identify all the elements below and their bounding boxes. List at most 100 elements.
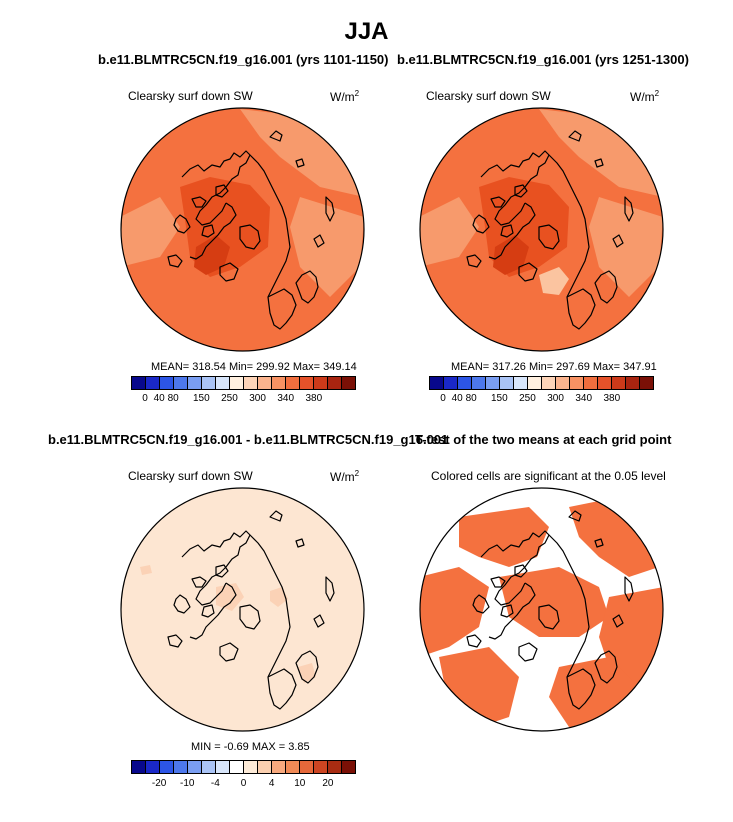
coastline: [594, 538, 604, 548]
contour-region: [539, 109, 663, 197]
colorbar-swatch: [230, 761, 244, 773]
coastline: [500, 224, 514, 238]
coastline: [480, 150, 550, 226]
coastlines: [466, 510, 634, 710]
coastline: [472, 214, 490, 234]
coastline: [189, 202, 237, 260]
panel2-colorbar: [429, 376, 654, 390]
colorbar-tick-label: 250: [519, 393, 536, 404]
colorbar-swatch: [314, 761, 328, 773]
panel2-units: W/m2: [630, 89, 660, 104]
colorbar-tick-label: -4: [210, 778, 220, 789]
coastline: [191, 196, 207, 208]
colorbar-swatch: [258, 377, 272, 389]
colorbar-swatch: [542, 377, 556, 389]
map-border: [419, 487, 664, 732]
colorbar-tick-label: -10: [180, 778, 195, 789]
coastline: [189, 582, 237, 640]
coastline: [624, 576, 634, 602]
significant-cells: [459, 507, 549, 567]
panel2-colorbar-ticks: 0 40 80 150 250 300 340 380: [429, 393, 654, 407]
panel1-stats: MEAN= 318.54 Min= 299.92 Max= 349.14: [151, 361, 357, 373]
coastline: [201, 604, 215, 618]
coastline: [267, 668, 297, 710]
coastline: [173, 594, 191, 614]
colorbar-tick-label: 150: [490, 393, 508, 404]
coastline: [538, 224, 560, 250]
colorbar-swatch: [570, 377, 584, 389]
panel1-polar-map: [120, 107, 365, 352]
coastlines: [167, 510, 335, 710]
colorbar-swatch: [300, 377, 314, 389]
significant-cells: [599, 587, 663, 687]
panel1-title: b.e11.BLMTRC5CN.f19_g16.001 (yrs 1101-11…: [98, 52, 389, 67]
coastline: [249, 534, 291, 678]
colorbar-swatch: [258, 761, 272, 773]
significant-cells: [420, 567, 489, 657]
coastline: [548, 534, 590, 678]
coastline: [313, 234, 325, 248]
contour-region: [493, 235, 529, 275]
colorbar-swatch: [216, 377, 230, 389]
panel4-title: T-test of the two means at each grid poi…: [415, 432, 672, 447]
coastline: [295, 158, 305, 168]
colorbar-swatch: [244, 377, 258, 389]
contour-region: [140, 565, 152, 575]
colorbar-swatch: [188, 377, 202, 389]
coastline: [568, 510, 582, 522]
colorbar-swatch: [500, 377, 514, 389]
colorbar-tick-label: -20: [151, 778, 167, 789]
coastline: [313, 614, 325, 628]
colorbar-tick-label: 340: [575, 393, 593, 404]
colorbar-swatch: [286, 377, 300, 389]
colorbar-swatch: [272, 761, 286, 773]
coastline: [325, 576, 335, 602]
coastline: [594, 270, 618, 304]
colorbar-swatch: [272, 377, 286, 389]
panel2-stats: MEAN= 317.26 Min= 297.69 Max= 347.91: [451, 361, 657, 373]
contour-region: [194, 235, 230, 275]
contour-region: [539, 267, 569, 295]
colorbar-tick-label: 150: [192, 393, 210, 404]
colorbar-swatch: [342, 761, 355, 773]
panel4-polar-map: [419, 487, 664, 732]
coastline: [269, 510, 283, 522]
colorbar-swatch: [612, 377, 626, 389]
coastline: [518, 262, 538, 282]
coastline: [594, 650, 618, 684]
colorbar-swatch: [598, 377, 612, 389]
coastline: [538, 604, 560, 630]
colorbar-tick-label: 4: [268, 778, 275, 789]
coastline: [480, 530, 550, 606]
coastline: [472, 594, 490, 614]
coastline: [295, 270, 319, 304]
panel2-title: b.e11.BLMTRC5CN.f19_g16.001 (yrs 1251-13…: [397, 52, 689, 67]
colorbar-tick-label: 300: [249, 393, 266, 404]
colorbar-swatch: [314, 377, 328, 389]
colorbar-tick-label: 380: [305, 393, 323, 404]
coastline: [249, 154, 291, 298]
coastline: [173, 214, 191, 234]
coastlines: [466, 130, 634, 330]
panel3-units: W/m2: [330, 469, 360, 484]
panel3-subtitle: Clearsky surf down SW: [128, 469, 253, 483]
contour-region: [240, 109, 364, 197]
colorbar-swatch: [230, 377, 244, 389]
coastline: [219, 642, 239, 662]
map-border: [419, 107, 664, 352]
colorbar-swatch: [584, 377, 598, 389]
coastline: [488, 582, 536, 640]
colorbar-tick-label: 80: [465, 393, 477, 404]
coastline: [239, 224, 261, 250]
colorbar-swatch: [188, 761, 202, 773]
colorbar-tick-label: 300: [547, 393, 564, 404]
colorbar-swatch: [174, 377, 188, 389]
coastline: [566, 288, 596, 330]
coastline: [295, 538, 305, 548]
coastline: [514, 184, 528, 198]
coastline: [594, 158, 604, 168]
panel1-units: W/m2: [330, 89, 360, 104]
panel3-colorbar-ticks: -20 -10 -4 0 4 10 20: [131, 778, 356, 792]
colorbar-swatch: [328, 377, 342, 389]
coastline: [325, 196, 335, 222]
